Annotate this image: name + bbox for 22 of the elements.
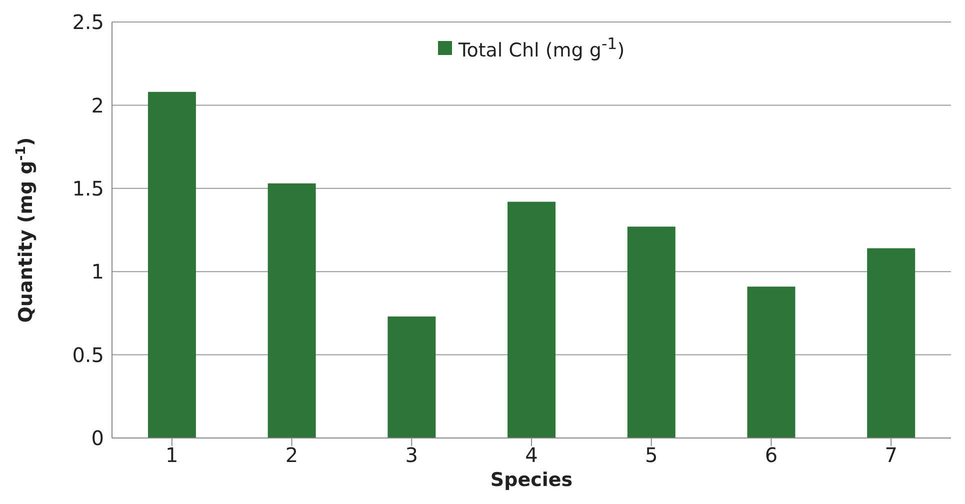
y-tick-label: 1 [91,260,104,284]
y-tick-label: 1.5 [72,176,104,200]
x-tick-label: 3 [405,443,418,468]
y-tick-label: 0 [91,426,104,450]
bar [148,92,196,438]
bar [388,316,436,438]
bar [508,202,556,438]
x-tick-label: 7 [884,443,898,468]
bar [627,226,676,438]
y-tick-label: 2 [91,93,104,118]
bar [747,286,796,438]
y-tick-label: 0.5 [72,342,104,367]
x-tick-label: 5 [644,443,658,468]
x-tick-label: 2 [285,443,298,468]
x-tick-label: 6 [764,443,778,468]
x-tick-label: 4 [525,443,538,468]
x-tick-label: 1 [166,443,178,468]
legend-label: Total Chl (mg g$^{-1}$) [458,34,625,62]
bar [268,183,316,438]
bar [867,248,916,438]
y-tick-label: 2.5 [72,10,104,34]
x-axis-title: Species [490,469,573,491]
